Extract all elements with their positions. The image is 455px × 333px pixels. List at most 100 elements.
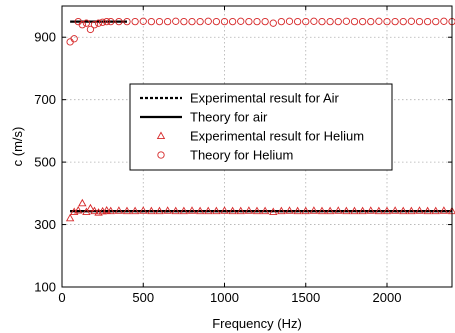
data-point-circle xyxy=(407,17,416,25)
data-point-circle xyxy=(318,17,326,26)
legend-swatch-triangle xyxy=(156,131,166,139)
data-point-triangle xyxy=(342,206,351,215)
data-point-circle xyxy=(147,17,156,26)
data-point-triangle xyxy=(399,206,408,215)
data-point-circle xyxy=(245,17,253,26)
data-point-triangle xyxy=(382,206,392,215)
data-point-triangle xyxy=(82,207,91,216)
data-point-circle xyxy=(172,17,180,25)
x-tick-label: 1000 xyxy=(210,290,239,305)
data-point-triangle xyxy=(130,206,140,215)
y-tick-label: 100 xyxy=(34,280,56,295)
data-point-triangle xyxy=(244,206,254,214)
data-point-circle xyxy=(163,17,172,26)
data-point-circle xyxy=(123,17,131,26)
data-point-triangle xyxy=(252,206,262,215)
legend-label: Experimental result for Air xyxy=(190,91,340,106)
data-point-triangle xyxy=(155,206,164,215)
data-point-triangle xyxy=(163,206,172,214)
data-point-circle xyxy=(90,21,99,29)
data-point-triangle xyxy=(236,206,245,215)
data-point-triangle xyxy=(407,206,416,215)
y-tick-label: 900 xyxy=(34,30,56,45)
x-tick-label: 0 xyxy=(58,290,65,305)
data-point-circle xyxy=(98,18,107,26)
data-point-triangle xyxy=(220,206,229,214)
data-point-circle xyxy=(204,17,212,25)
data-point-circle xyxy=(131,17,139,26)
data-point-triangle xyxy=(228,206,237,215)
data-point-circle xyxy=(375,17,383,25)
data-point-triangle xyxy=(390,206,400,214)
data-point-circle xyxy=(70,35,78,43)
data-point-triangle xyxy=(187,206,197,214)
data-point-circle xyxy=(196,17,204,26)
y-tick-label: 700 xyxy=(34,92,56,107)
data-point-triangle xyxy=(171,206,180,215)
data-point-circle xyxy=(302,17,310,26)
legend: Experimental result for Air Theory for ai… xyxy=(129,83,393,171)
data-point-triangle xyxy=(122,206,132,215)
legend-label: Theory for air xyxy=(190,110,268,125)
data-point-circle xyxy=(220,17,229,26)
data-point-circle xyxy=(82,19,91,27)
legend-box xyxy=(129,83,393,171)
data-point-triangle xyxy=(78,198,87,207)
data-point-triangle xyxy=(102,205,111,214)
y-axis-label: c (m/s) xyxy=(10,127,25,167)
data-point-circle xyxy=(86,25,95,34)
data-point-triangle xyxy=(269,207,278,216)
data-point-triangle xyxy=(114,206,124,214)
data-point-triangle xyxy=(195,206,205,215)
data-point-circle xyxy=(188,17,196,26)
data-point-triangle xyxy=(106,206,115,215)
data-point-circle xyxy=(237,17,245,25)
x-tick-label: 500 xyxy=(132,290,154,305)
data-point-triangle xyxy=(139,206,148,214)
data-point-circle xyxy=(342,17,351,25)
data-point-circle xyxy=(180,17,188,26)
data-point-triangle xyxy=(86,203,95,212)
x-axis-label: Frequency (Hz) xyxy=(212,316,302,331)
data-point-triangle xyxy=(423,206,432,215)
data-point-circle xyxy=(440,17,448,25)
data-point-triangle xyxy=(212,206,221,215)
data-point-circle xyxy=(415,17,424,26)
data-point-circle xyxy=(78,21,86,29)
data-point-circle xyxy=(399,17,407,26)
data-point-triangle xyxy=(74,205,83,214)
legend-label: Experimental result for Helium xyxy=(190,129,364,144)
data-point-triangle xyxy=(325,206,335,215)
data-point-circle xyxy=(253,17,261,26)
data-point-circle xyxy=(103,17,111,26)
data-point-triangle xyxy=(309,206,319,214)
data-point-triangle xyxy=(260,206,270,215)
data-point-triangle xyxy=(350,206,359,215)
data-point-triangle xyxy=(358,206,367,215)
data-point-triangle xyxy=(431,206,440,215)
data-point-circle xyxy=(358,17,367,26)
data-point-circle xyxy=(326,17,334,26)
data-point-circle xyxy=(310,17,318,25)
data-point-triangle xyxy=(374,206,384,215)
data-point-triangle xyxy=(334,206,343,214)
data-point-circle xyxy=(350,17,359,26)
data-point-triangle xyxy=(147,206,156,215)
x-tick-label: 1500 xyxy=(291,290,320,305)
data-point-circle xyxy=(334,17,342,26)
data-point-triangle xyxy=(285,206,294,214)
data-point-circle xyxy=(115,17,123,26)
legend-label: Theory for Helium xyxy=(190,148,293,163)
data-point-triangle xyxy=(439,206,449,214)
data-point-circle xyxy=(391,17,399,26)
data-point-triangle xyxy=(317,206,327,215)
data-point-circle xyxy=(94,19,103,27)
data-point-circle xyxy=(139,17,147,25)
x-tick-label: 2000 xyxy=(373,290,402,305)
data-point-triangle xyxy=(277,206,286,215)
data-point-circle xyxy=(228,17,237,26)
data-point-circle xyxy=(107,17,115,26)
legend-swatch-circle xyxy=(157,151,165,159)
y-tick-label: 500 xyxy=(34,155,56,170)
data-point-triangle xyxy=(415,206,424,214)
